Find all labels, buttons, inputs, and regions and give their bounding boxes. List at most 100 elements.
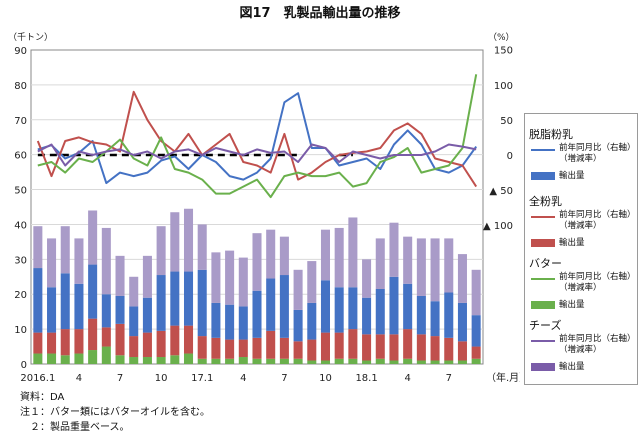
- bar-バター-27: [403, 358, 413, 364]
- left-unit-label: （千トン）: [8, 32, 53, 43]
- note-1: 注１：バター類にはバターオイルを含む。: [20, 407, 210, 418]
- bar-脱脂粉乳-27: [403, 283, 413, 330]
- bar-全粉乳-18: [279, 337, 289, 359]
- left-tick-label-7: 70: [14, 116, 27, 127]
- chart-plot: 0 10 20 30 40 50 60 70 80 90 150 100 50 0 ▲ 50 ▲ 100 （千ト…: [8, 32, 520, 384]
- bar-バター-26: [389, 360, 399, 364]
- legend-group-2: バター: [529, 257, 562, 270]
- bar-チーズ-22: [334, 227, 344, 288]
- bar-脱脂粉乳-11: [183, 271, 194, 326]
- legend-line-sub-1: （増減率）: [559, 221, 602, 231]
- bar-脱脂粉乳-22: [334, 287, 344, 333]
- bar-チーズ-29: [430, 238, 440, 302]
- bar-バター-14: [225, 358, 235, 364]
- bar-全粉乳-7: [129, 336, 139, 358]
- bar-チーズ-10: [170, 212, 180, 272]
- legend-bar-label-1: 輸出量: [559, 238, 585, 248]
- bar-全粉乳-0: [33, 332, 43, 354]
- bar-バター-6: [115, 355, 125, 364]
- x-tick-label-8: 18.1: [355, 373, 377, 384]
- bar-全粉乳-8: [142, 332, 152, 358]
- bar-チーズ-7: [129, 276, 139, 307]
- bar-全粉乳-17: [266, 330, 276, 359]
- left-tick-label-4: 40: [14, 220, 27, 231]
- bar-脱脂粉乳-1: [47, 287, 57, 333]
- bar-全粉乳-28: [416, 334, 426, 361]
- bar-バター-8: [142, 357, 152, 364]
- bar-脱脂粉乳-2: [60, 273, 70, 330]
- bar-全粉乳-19: [293, 341, 303, 359]
- bar-チーズ-25: [375, 238, 385, 289]
- bar-バター-21: [320, 360, 331, 364]
- bar-チーズ-1: [47, 238, 57, 288]
- bar-脱脂粉乳-31: [457, 302, 467, 342]
- bar-バター-17: [266, 358, 276, 364]
- bar-バター-18: [279, 358, 289, 364]
- bar-脱脂粉乳-3: [74, 283, 84, 330]
- bar-脱脂粉乳-6: [115, 295, 125, 324]
- bar-チーズ-16: [252, 233, 262, 291]
- x-tick-label-0: 2016.1: [20, 373, 55, 384]
- legend-line-label-2: 前年同月比（右軸）: [559, 272, 636, 282]
- legend-line-sub-3: （増減率）: [559, 345, 602, 355]
- bar-チーズ-15: [238, 257, 248, 307]
- bar-バター-22: [334, 358, 344, 364]
- bar-全粉乳-9: [156, 330, 166, 358]
- bar-チーズ-21: [320, 229, 331, 281]
- bar-脱脂粉乳-20: [307, 302, 317, 340]
- bar-バター-11: [183, 353, 194, 364]
- chart-title: 図17 乳製品輸出量の推移: [239, 6, 401, 21]
- bar-脱脂粉乳-21: [320, 280, 331, 333]
- bar-バター-13: [211, 358, 221, 364]
- x-tick-label-6: 7: [281, 373, 287, 384]
- bar-脱脂粉乳-8: [142, 297, 152, 333]
- left-tick-label-8: 80: [14, 81, 27, 92]
- bar-脱脂粉乳-15: [238, 306, 248, 340]
- line-チーズ: [37, 143, 477, 167]
- bar-脱脂粉乳-12: [197, 269, 207, 337]
- legend-bar-label-3: 輸出量: [559, 362, 585, 372]
- source-note: 資料：DA: [20, 392, 65, 403]
- bar-チーズ-11: [183, 208, 194, 272]
- legend-group-0: 脱脂粉乳: [529, 128, 573, 141]
- bar-バター-0: [33, 353, 43, 364]
- left-tick-label-5: 50: [14, 186, 27, 197]
- left-tick-label-0: 0: [21, 360, 27, 371]
- left-tick-label-1: 10: [14, 325, 27, 336]
- bar-全粉乳-2: [60, 329, 70, 356]
- bar-チーズ-8: [142, 255, 152, 298]
- legend-line-label-3: 前年同月比（右軸）: [559, 334, 636, 344]
- bar-バター-1: [47, 353, 57, 364]
- bar-チーズ-6: [115, 255, 125, 296]
- left-tick-label-9: 90: [14, 46, 27, 57]
- bar-脱脂粉乳-18: [279, 275, 289, 338]
- bar-脱脂粉乳-5: [101, 294, 111, 328]
- x-tick-label-2: 7: [117, 373, 123, 384]
- bar-チーズ-32: [471, 269, 481, 316]
- legend-line-sub-0: （増減率）: [559, 154, 602, 164]
- x-tick-label-7: 10: [319, 373, 332, 384]
- legend-line-swatch-2: [531, 278, 555, 280]
- bar-バター-20: [307, 360, 317, 364]
- bar-全粉乳-25: [375, 334, 385, 359]
- bar-バター-7: [129, 357, 139, 364]
- bar-バター-32: [471, 358, 481, 364]
- bar-チーズ-3: [74, 238, 84, 284]
- bar-バター-9: [156, 357, 166, 364]
- bar-脱脂粉乳-4: [88, 264, 98, 319]
- legend-bar-swatch-3: [531, 363, 555, 371]
- legend-line-swatch-1: [531, 216, 555, 218]
- bar-全粉乳-13: [211, 337, 221, 359]
- bar-脱脂粉乳-10: [170, 271, 180, 326]
- line-脱脂粉乳: [37, 92, 478, 185]
- bar-全粉乳-6: [115, 323, 125, 356]
- bar-脱脂粉乳-25: [375, 288, 385, 335]
- bar-脱脂粉乳-28: [416, 295, 426, 335]
- legend-group-3: チーズ: [529, 319, 562, 332]
- bar-チーズ-20: [307, 261, 317, 303]
- bar-脱脂粉乳-17: [266, 278, 276, 331]
- bar-全粉乳-32: [471, 346, 481, 359]
- right-tick-label-5: ▲ 100: [483, 221, 513, 232]
- legend-line-sub-2: （増減率）: [559, 283, 602, 293]
- bar-脱脂粉乳-19: [293, 309, 303, 342]
